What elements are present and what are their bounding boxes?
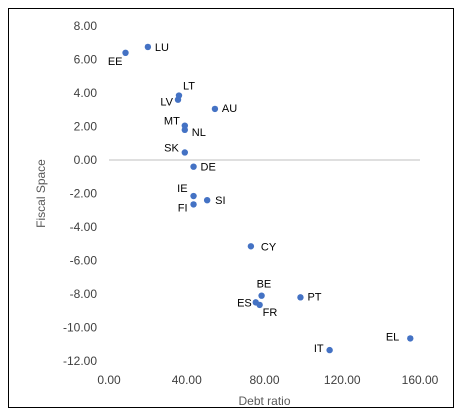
point-pt <box>297 294 304 301</box>
point-label-fi: FI <box>178 202 188 214</box>
point-label-nl: NL <box>192 127 206 139</box>
data-points <box>122 43 414 354</box>
point-label-ee: EE <box>108 56 123 68</box>
point-label-be: BE <box>257 279 272 291</box>
x-axis-title: Debt ratio <box>238 394 290 408</box>
point-label-ie: IE <box>177 183 187 195</box>
x-tick-label: 80.00 <box>249 373 279 387</box>
x-tick-label: 120.00 <box>324 373 361 387</box>
y-tick-label: 4.00 <box>74 86 98 100</box>
point-label-it: IT <box>314 343 324 355</box>
point-label-pt: PT <box>307 291 321 303</box>
y-tick-label: 8.00 <box>74 19 98 33</box>
point-el <box>407 335 414 342</box>
point-label-sk: SK <box>164 142 179 154</box>
point-label-de: DE <box>201 162 216 174</box>
point-nl <box>181 126 189 134</box>
point-label-au: AU <box>222 103 237 115</box>
point-ie <box>190 192 197 200</box>
point-fi <box>190 201 197 208</box>
point-fr <box>256 301 263 309</box>
y-tick-label: -12.00 <box>63 354 97 368</box>
y-axis-title: Fiscal Space <box>34 159 48 228</box>
x-tick-label: 160.00 <box>402 373 439 387</box>
point-label-si: SI <box>215 195 225 207</box>
x-tick-label: 40.00 <box>172 373 202 387</box>
point-si <box>203 197 211 204</box>
y-tick-label: 0.00 <box>74 153 98 167</box>
point-label-es: ES <box>237 297 252 309</box>
y-tick-label: 6.00 <box>74 53 98 67</box>
y-tick-label: -10.00 <box>63 321 97 335</box>
point-lv <box>174 96 182 103</box>
point-sk <box>181 149 189 156</box>
y-tick-label: -2.00 <box>70 187 98 201</box>
point-be <box>258 292 265 299</box>
y-tick-label: -6.00 <box>70 254 98 268</box>
point-cy <box>247 243 255 250</box>
point-label-fr: FR <box>263 307 278 319</box>
x-tick-label: 0.00 <box>97 373 121 387</box>
chart-frame <box>8 8 454 408</box>
point-it <box>326 346 333 354</box>
point-ee <box>122 49 129 56</box>
point-label-mt: MT <box>164 116 180 128</box>
point-labels: EE LU LT LV AU MT NL SK DE IE SI FI CY BE PT ES FR IT EL <box>108 42 399 355</box>
point-lu <box>144 43 152 51</box>
y-axis-ticks: 8.00 6.00 4.00 2.00 0.00 -2.00 -4.00 -6.00 -8.00… <box>63 19 97 368</box>
point-label-lt: LT <box>183 81 195 93</box>
y-tick-label: -4.00 <box>70 220 98 234</box>
point-de <box>190 163 197 170</box>
x-axis-ticks: 0.00 40.00 80.00 120.00 160.00 <box>97 373 438 387</box>
point-label-lu: LU <box>155 42 169 54</box>
point-label-cy: CY <box>261 241 277 253</box>
y-tick-label: -8.00 <box>70 287 98 301</box>
point-label-el: EL <box>386 331 399 343</box>
point-au <box>211 105 219 113</box>
point-label-lv: LV <box>160 97 173 109</box>
y-tick-label: 2.00 <box>74 120 98 134</box>
